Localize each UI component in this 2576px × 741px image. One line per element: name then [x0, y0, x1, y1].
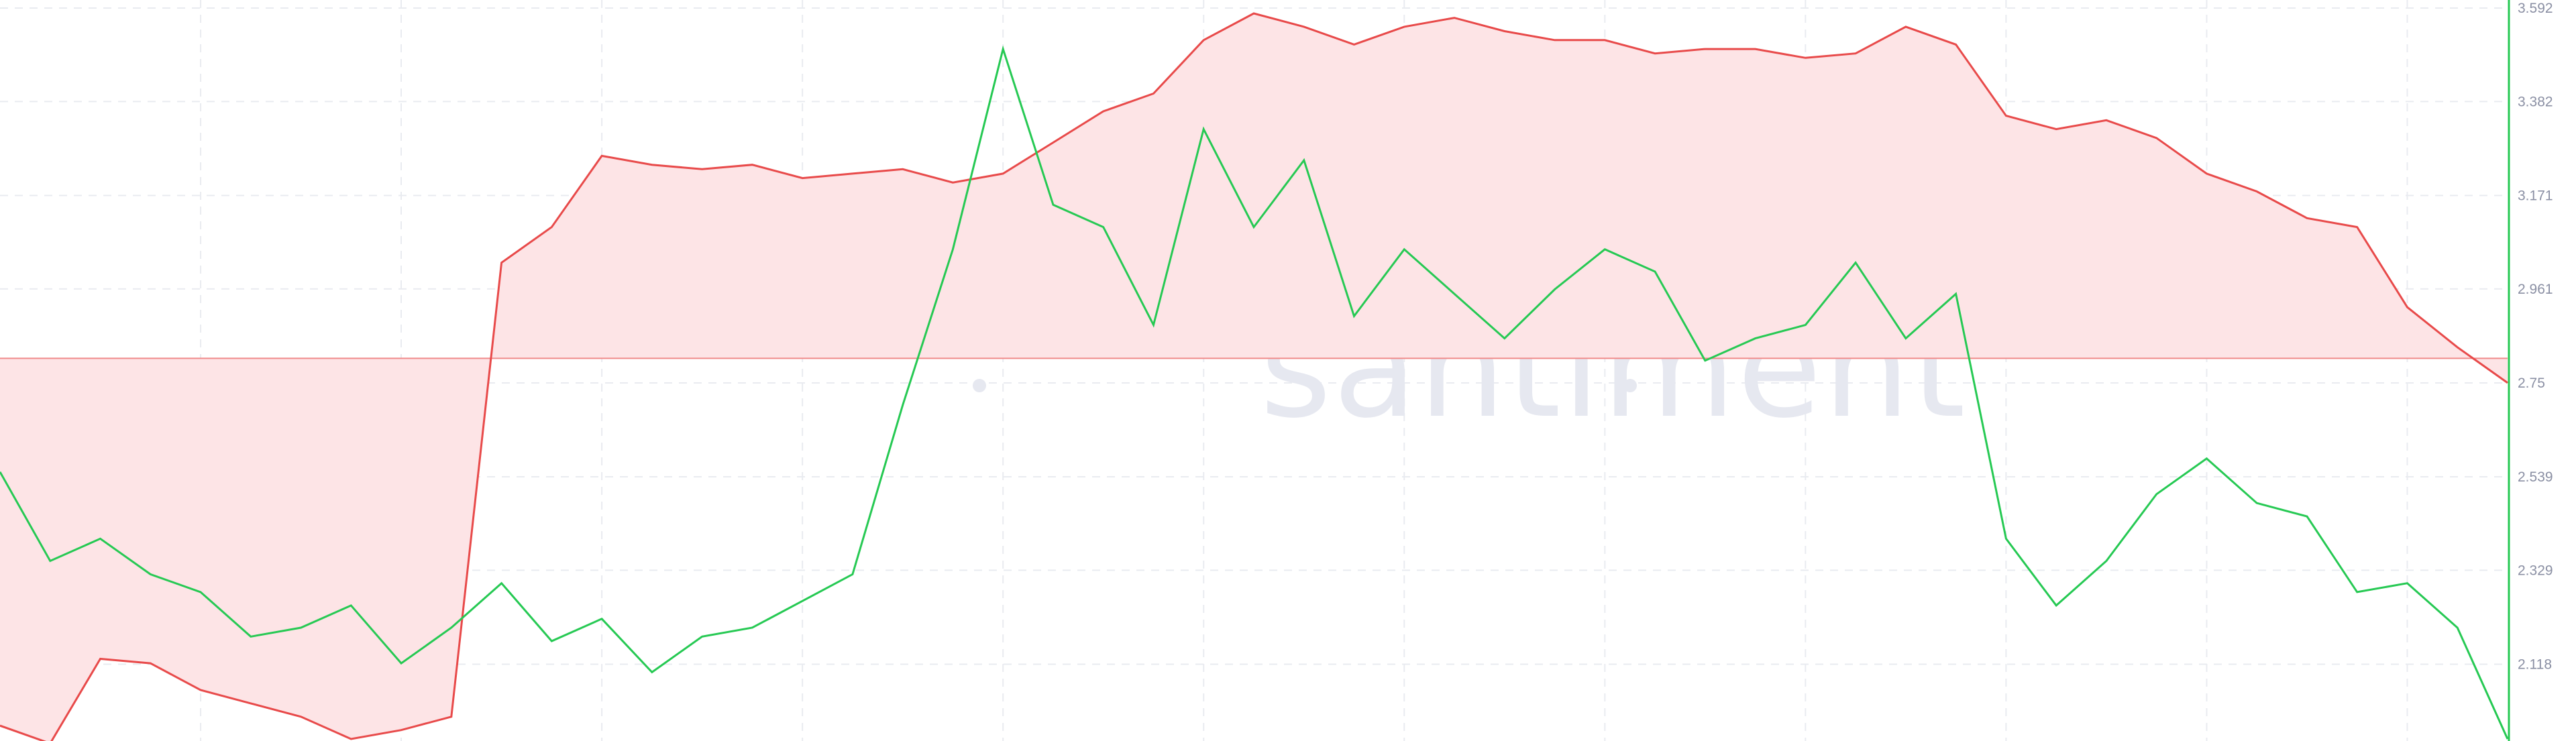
- y-tick-label: 2.75: [2518, 376, 2545, 391]
- y-tick-label: 3.592: [2518, 1, 2553, 16]
- series-a-line: [0, 12, 2508, 741]
- y-tick-label: 3.382: [2518, 94, 2553, 109]
- y-tick-label: 2.961: [2518, 282, 2553, 297]
- watermark-dot-left: [973, 379, 986, 392]
- y-tick-label: 2.539: [2518, 469, 2553, 485]
- watermark-dot-right: [1623, 379, 1637, 392]
- y-tick-label: 3.171: [2518, 188, 2553, 203]
- y-axis-ticks: 3.592 3.382 3.171 2.961 2.75 2.539 2.329 2.118: [2518, 1, 2553, 672]
- series-a-area: [0, 13, 2508, 741]
- series-b-line: [0, 45, 2509, 740]
- y-tick-label: 2.329: [2518, 563, 2553, 578]
- y-tick-label: 2.118: [2518, 657, 2552, 672]
